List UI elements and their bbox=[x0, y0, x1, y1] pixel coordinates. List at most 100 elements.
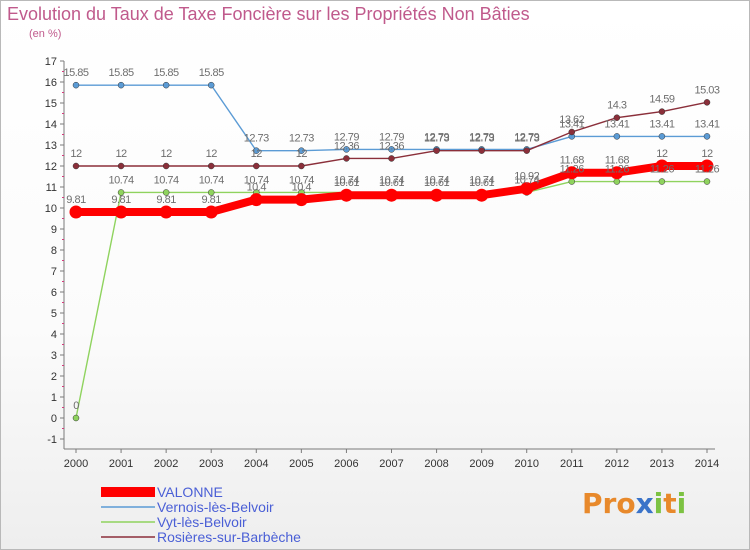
data-point bbox=[207, 189, 215, 196]
x-tick-label: 2004 bbox=[244, 458, 268, 470]
data-label: 15.85 bbox=[109, 67, 134, 79]
data-point bbox=[72, 162, 80, 170]
data-label: 13.41 bbox=[694, 118, 719, 130]
data-label: 12 bbox=[206, 148, 218, 160]
data-label: 10.61 bbox=[334, 177, 359, 189]
logo-letter: i bbox=[676, 487, 687, 520]
data-label: 12.79 bbox=[379, 131, 404, 143]
y-tick-label: 16 bbox=[45, 77, 57, 89]
data-label: 10.74 bbox=[424, 174, 449, 186]
data-point bbox=[114, 205, 128, 219]
data-label: 10.74 bbox=[334, 174, 359, 186]
data-point bbox=[565, 166, 579, 180]
y-tick-label: 15 bbox=[45, 98, 57, 110]
data-point bbox=[613, 178, 621, 185]
x-tick-label: 2007 bbox=[379, 458, 403, 470]
logo-letter: o bbox=[616, 487, 636, 520]
data-point bbox=[613, 114, 621, 121]
data-point bbox=[204, 205, 218, 219]
data-label: 12 bbox=[296, 148, 308, 160]
x-tick-label: 2002 bbox=[154, 458, 178, 470]
legend-label-vyt: Vyt-lès-Belvoir bbox=[157, 514, 247, 530]
y-tick-label: 4 bbox=[51, 329, 57, 341]
y-tick-label: 2 bbox=[51, 371, 57, 383]
data-label: 0 bbox=[73, 400, 79, 412]
x-tick-label: 2010 bbox=[514, 458, 538, 470]
data-point bbox=[343, 155, 350, 162]
data-label: 10.61 bbox=[469, 177, 494, 189]
data-label: 11.26 bbox=[650, 164, 675, 176]
data-point bbox=[658, 108, 666, 115]
data-label: 12.73 bbox=[514, 133, 539, 145]
data-point bbox=[478, 147, 485, 154]
data-label: 13.41 bbox=[649, 118, 674, 130]
data-label: 12.36 bbox=[379, 140, 404, 152]
data-label: 14.3 bbox=[607, 100, 627, 112]
data-point bbox=[655, 159, 669, 173]
data-label: 12.79 bbox=[514, 131, 539, 143]
x-tick-label: 2001 bbox=[109, 458, 133, 470]
data-point bbox=[700, 159, 714, 173]
logo-letter: i bbox=[653, 487, 664, 520]
data-label: 13.62 bbox=[559, 114, 584, 126]
legend-swatch-vernois bbox=[101, 506, 155, 508]
data-label: 11.26 bbox=[605, 164, 630, 176]
data-label: 12.73 bbox=[289, 133, 314, 145]
data-point bbox=[162, 81, 170, 89]
data-point bbox=[253, 162, 260, 170]
data-point bbox=[613, 133, 621, 140]
data-label: 10.4 bbox=[247, 182, 267, 194]
legend-label-rosieres: Rosières-sur-Barbèche bbox=[157, 529, 301, 545]
data-label: 12.73 bbox=[469, 133, 494, 145]
data-label: 10.74 bbox=[289, 174, 314, 186]
data-label: 10.74 bbox=[469, 174, 494, 186]
x-tick-label: 2006 bbox=[334, 458, 358, 470]
data-label: 11.26 bbox=[695, 164, 720, 176]
data-point bbox=[658, 133, 666, 140]
x-tick-label: 2003 bbox=[199, 458, 223, 470]
data-label: 10.92 bbox=[514, 171, 539, 183]
x-tick-label: 2009 bbox=[469, 458, 493, 470]
x-tick-label: 2011 bbox=[560, 458, 584, 470]
data-label: 12.79 bbox=[469, 131, 494, 143]
y-tick-label: 9 bbox=[51, 224, 57, 236]
data-point bbox=[658, 178, 666, 185]
data-point bbox=[117, 81, 125, 89]
data-label: 15.85 bbox=[154, 67, 179, 79]
y-tick-label: 5 bbox=[51, 308, 57, 320]
legend-swatch-vyt bbox=[101, 521, 155, 523]
legend-swatch-valonne bbox=[101, 487, 155, 497]
x-tick-label: 2012 bbox=[605, 458, 629, 470]
data-label: 12 bbox=[251, 148, 263, 160]
data-label: 11.68 bbox=[560, 155, 585, 167]
data-label: 10.74 bbox=[514, 174, 539, 186]
data-label: 10.74 bbox=[154, 174, 179, 186]
legend-swatch-rosieres bbox=[101, 536, 155, 538]
data-point bbox=[385, 188, 398, 202]
proxiti-logo[interactable]: Proxiti bbox=[582, 487, 686, 520]
data-point bbox=[298, 162, 305, 170]
data-point bbox=[72, 81, 80, 89]
data-label: 12 bbox=[70, 148, 82, 160]
y-tick-label: -1 bbox=[47, 434, 57, 446]
data-label: 9.81 bbox=[111, 194, 131, 206]
data-label: 10.74 bbox=[109, 174, 134, 186]
data-point bbox=[703, 133, 711, 140]
y-tick-label: 6 bbox=[51, 287, 57, 299]
data-label: 13.41 bbox=[559, 118, 584, 130]
data-label: 12.73 bbox=[244, 133, 269, 145]
data-label: 10.74 bbox=[379, 174, 404, 186]
data-point bbox=[72, 414, 80, 422]
data-label: 13.41 bbox=[604, 118, 629, 130]
data-label: 12.79 bbox=[334, 131, 359, 143]
y-tick-label: 1 bbox=[51, 392, 57, 404]
x-tick-label: 2000 bbox=[64, 458, 88, 470]
data-point bbox=[117, 189, 125, 196]
data-point bbox=[162, 162, 170, 170]
series-line bbox=[75, 180, 708, 419]
data-label: 10.74 bbox=[199, 174, 224, 186]
legend-label-valonne: VALONNE bbox=[157, 484, 223, 500]
y-tick-label: 10 bbox=[45, 203, 57, 215]
